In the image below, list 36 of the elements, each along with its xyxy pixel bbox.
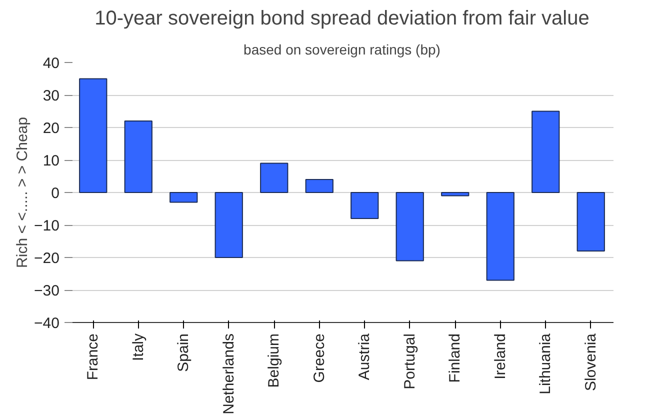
x-tick-label: Italy [130,333,147,362]
bar [350,192,379,219]
y-tick-label: 0 [51,185,60,202]
x-tick-label: France [84,333,102,380]
bar [441,192,470,196]
y-axis-title: Rich < <..... > > Cheap [14,117,32,268]
bar [396,192,424,262]
bar [576,192,605,252]
x-tick-label: Slovenia [582,332,600,392]
x-tick-label: Finland [446,333,464,383]
x-tick-label: Greece [310,333,328,383]
y-tick-label: −10 [34,218,60,234]
chart-subtitle: based on sovereign ratings (bp) [244,42,440,58]
y-tick-label: −40 [34,315,60,332]
x-tick-label: Lithuania [537,332,554,394]
y-tick-label: 30 [42,88,60,104]
x-tick-label: Spain [175,333,192,372]
bar [124,120,152,193]
bar [260,162,288,193]
x-tick-label: Belgium [266,333,283,388]
y-tick-label: 10 [42,152,60,170]
x-tick-label: Portugal [401,333,418,390]
bar [170,192,198,203]
chart-title: 10-year sovereign bond spread deviation from fair value [94,8,590,30]
y-tick-label: −30 [34,282,60,300]
y-tick-label: 20 [42,120,60,137]
x-tick-label: Ireland [492,333,509,380]
y-tick-label: 40 [42,55,60,72]
bar [486,192,514,281]
bar [214,192,243,258]
x-tick-label: Austria [356,332,374,380]
x-tick-label: Netherlands [220,333,238,414]
bar [305,179,334,193]
bar [532,110,560,193]
y-tick-label: −20 [34,250,60,267]
bar [79,78,108,193]
